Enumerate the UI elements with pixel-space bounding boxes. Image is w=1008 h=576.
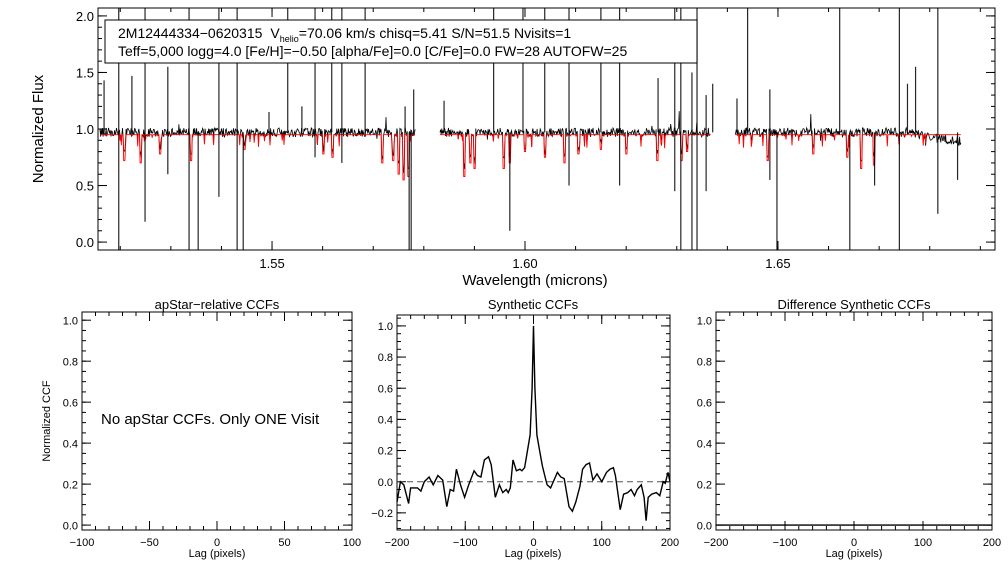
y-tick-label: 2.0 <box>76 9 94 24</box>
x-tick-label: 100 <box>593 537 611 549</box>
y-tick-label: 1.5 <box>76 65 94 80</box>
y-tick-label: 0.2 <box>697 479 712 491</box>
x-tick-label: −200 <box>704 537 729 549</box>
synthetic-ccf-title: Synthetic CCFs <box>488 297 579 312</box>
y-tick-label: 1.0 <box>697 315 712 327</box>
x-tick-label: 0 <box>214 537 220 549</box>
y-tick-label: 0.6 <box>697 397 712 409</box>
apstar-ccf-title: apStar−relative CCFs <box>155 297 280 312</box>
y-tick-label: 0.8 <box>697 356 712 368</box>
synthetic-ccf-x-label: Lag (pixels) <box>505 548 562 560</box>
difference-ccf-x-label: Lag (pixels) <box>826 548 883 560</box>
x-tick-label: 1.60 <box>512 256 537 271</box>
apstar-ccf-panel: −100 −50 0 50 100 0.0 0.2 0.4 0.6 0.8 1.0 <box>63 311 361 549</box>
y-tick-label: 1.0 <box>76 122 94 137</box>
synthetic-ccf-line <box>396 325 671 521</box>
y-tick-label: 0.0 <box>378 477 393 489</box>
x-tick-label: 0 <box>851 537 857 549</box>
y-tick-label: 0.4 <box>378 415 393 427</box>
difference-ccf-title: Difference Synthetic CCFs <box>778 297 931 312</box>
x-tick-label: 100 <box>343 537 361 549</box>
y-tick-label: 0.6 <box>378 383 393 395</box>
x-tick-label: −100 <box>70 537 95 549</box>
y-tick-label: 0.8 <box>63 356 78 368</box>
x-tick-label: −100 <box>773 537 798 549</box>
x-tick-label: 1.55 <box>259 256 284 271</box>
ccf-y-label: Normalized CCF <box>41 380 53 462</box>
x-tick-label: −50 <box>140 537 159 549</box>
observed-spectrum-chip-1 <box>99 117 416 173</box>
spectrum-x-label: Wavelength (microns) <box>462 272 607 289</box>
y-tick-label: 0.6 <box>63 397 78 409</box>
synthetic-spectrum-chip-2 <box>440 134 711 177</box>
x-tick-label: 200 <box>661 537 679 549</box>
observed-spectrum-chip-2 <box>439 111 711 169</box>
y-tick-label: 0.5 <box>76 178 94 193</box>
legend-line-2: Teff=5,000 logg=4.0 [Fe/H]=−0.50 [alpha/… <box>118 43 627 59</box>
y-tick-label: 0.8 <box>378 352 393 364</box>
y-tick-label: 0.2 <box>378 446 393 458</box>
x-tick-label: 100 <box>914 537 932 549</box>
synthetic-spectrum-chip-3 <box>735 134 961 170</box>
y-tick-label: −0.2 <box>371 508 393 520</box>
y-tick-label: 0.0 <box>697 520 712 532</box>
x-tick-label: −200 <box>385 537 410 549</box>
difference-ccf-panel: −200 −100 0 100 200 0.0 0.2 0.4 0.6 0.8 1.0 <box>697 311 1001 549</box>
y-tick-label: 0.4 <box>63 438 78 450</box>
legend-line-1: 2M12444334−0620315 Vhelio=70.06 km/s chis… <box>118 25 571 44</box>
y-tick-label: 1.0 <box>63 315 78 327</box>
y-tick-label: 0.0 <box>63 520 78 532</box>
synthetic-ccf-panel: −200 −100 0 100 200 −0.2 0.0 0.2 0.4 0.6 0.8 1.0 <box>371 314 679 549</box>
x-tick-label: 1.65 <box>765 256 790 271</box>
apstar-ccf-x-label: Lag (pixels) <box>189 548 246 560</box>
y-tick-label: 0.0 <box>76 235 94 250</box>
y-tick-label: 1.0 <box>378 321 393 333</box>
synthetic-spectrum-chip-1 <box>99 134 416 181</box>
spectrum-y-label: Normalized Flux <box>30 74 47 183</box>
x-tick-label: −100 <box>453 537 478 549</box>
legend-box <box>104 19 698 64</box>
x-tick-label: 200 <box>983 537 1001 549</box>
x-tick-label: 50 <box>278 537 290 549</box>
y-tick-label: 0.2 <box>63 479 78 491</box>
plot-frame <box>715 311 993 531</box>
x-tick-label: 0 <box>530 537 536 549</box>
y-tick-label: 0.4 <box>697 438 712 450</box>
no-ccf-annotation: No apStar CCFs. Only ONE Visit <box>101 411 320 428</box>
